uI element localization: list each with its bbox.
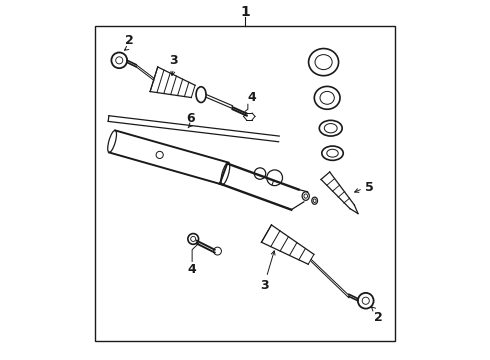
Text: 3: 3 — [260, 279, 269, 292]
Text: 5: 5 — [365, 181, 373, 194]
Bar — [95, 26, 395, 341]
Text: 2: 2 — [124, 34, 133, 47]
Text: 2: 2 — [374, 311, 383, 324]
Text: 3: 3 — [169, 54, 178, 67]
Text: 1: 1 — [240, 5, 250, 19]
Text: 4: 4 — [248, 91, 257, 104]
Text: 6: 6 — [186, 112, 195, 125]
Text: 4: 4 — [188, 263, 196, 276]
